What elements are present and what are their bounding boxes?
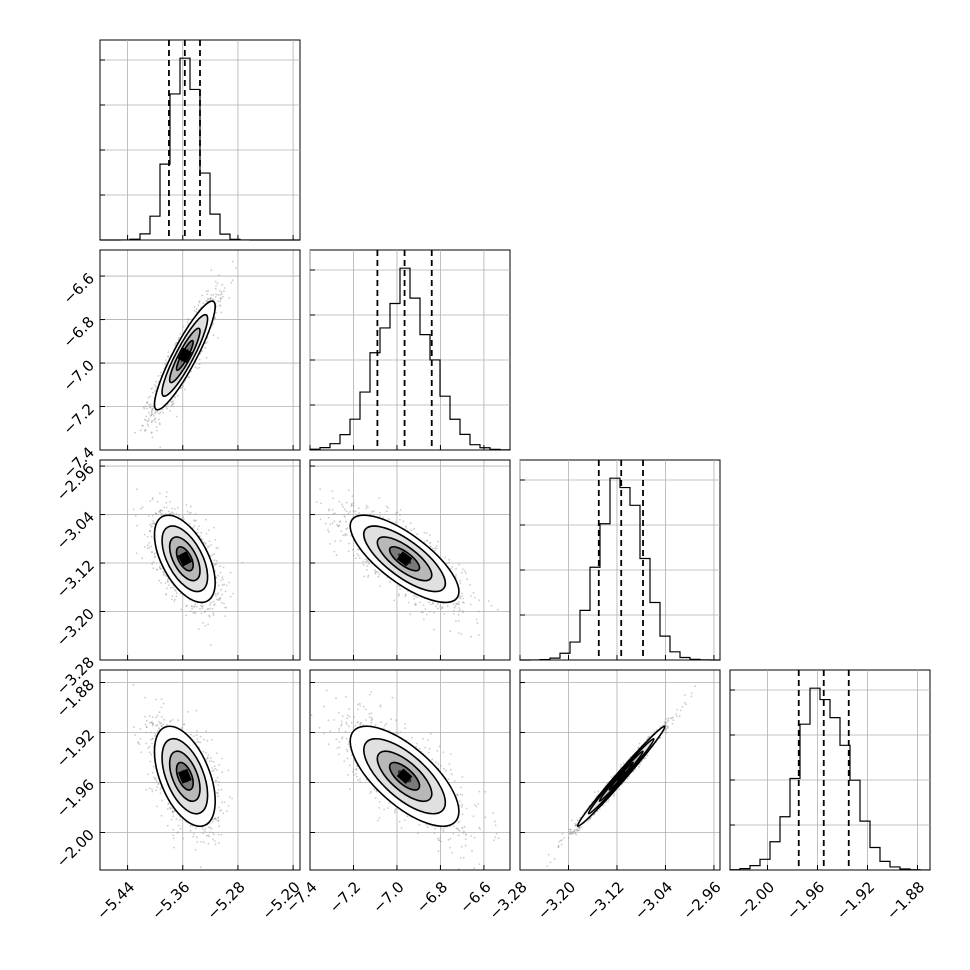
y-tick-label: −2.00 bbox=[53, 826, 98, 871]
histogram-step bbox=[100, 57, 300, 241]
y-tick-label: −3.20 bbox=[53, 605, 98, 650]
panel-frame bbox=[99, 249, 301, 451]
x-tick-label: −5.36 bbox=[148, 878, 193, 923]
density bbox=[546, 685, 696, 867]
y-tick-label: −7.0 bbox=[60, 356, 98, 394]
density bbox=[132, 488, 244, 646]
panel-frame bbox=[519, 669, 721, 871]
density bbox=[310, 689, 500, 870]
y-tick-label: −6.8 bbox=[60, 313, 98, 351]
density-peak bbox=[177, 347, 193, 364]
x-tick-label: −7.2 bbox=[326, 878, 364, 916]
panel-frame bbox=[309, 669, 511, 871]
histogram-panel-0 bbox=[99, 39, 301, 241]
histogram-panel-1 bbox=[309, 249, 511, 451]
histogram-panel-3 bbox=[729, 669, 931, 871]
x-tick-label: −3.12 bbox=[582, 878, 627, 923]
panel-frame bbox=[309, 459, 511, 661]
density-peak bbox=[177, 768, 192, 784]
y-tick-label: −1.96 bbox=[53, 776, 98, 821]
y-tick-label: −3.04 bbox=[53, 508, 98, 553]
histogram-step bbox=[729, 687, 931, 871]
histogram-step bbox=[519, 477, 721, 661]
x-tick-label: −6.8 bbox=[413, 878, 451, 916]
x-tick-label: −2.00 bbox=[733, 878, 778, 923]
x-tick-label: −3.28 bbox=[486, 878, 531, 923]
scatter-panel-1-0 bbox=[99, 249, 301, 451]
density-peak bbox=[396, 768, 413, 784]
y-tick-label: −7.2 bbox=[60, 400, 98, 438]
scatter-panel-3-0 bbox=[99, 669, 301, 871]
y-tick-label: −1.92 bbox=[53, 726, 98, 771]
histogram-panel-2 bbox=[519, 459, 721, 661]
x-tick-label: −5.28 bbox=[203, 878, 248, 923]
x-tick-label: −7.0 bbox=[369, 878, 407, 916]
x-tick-label: −2.96 bbox=[679, 878, 724, 923]
x-tick-label: −1.92 bbox=[833, 878, 878, 923]
y-tick-label: −6.6 bbox=[60, 269, 98, 307]
x-tick-label: −1.96 bbox=[783, 878, 828, 923]
panel-frame bbox=[99, 669, 301, 871]
density bbox=[310, 488, 499, 638]
x-tick-label: −3.04 bbox=[631, 878, 676, 923]
panel-frame bbox=[729, 669, 931, 871]
y-tick-label: −3.12 bbox=[53, 556, 98, 601]
scatter-panel-2-0 bbox=[99, 459, 301, 661]
panel-frame bbox=[99, 459, 301, 661]
scatter-panel-3-1 bbox=[309, 669, 511, 871]
density bbox=[134, 260, 237, 449]
scatter-panel-2-1 bbox=[309, 459, 511, 661]
x-tick-label: −5.44 bbox=[93, 878, 138, 923]
histogram-step bbox=[309, 267, 511, 451]
density-peak bbox=[177, 551, 193, 567]
x-tick-label: −3.20 bbox=[534, 878, 579, 923]
x-tick-label: −1.88 bbox=[883, 878, 928, 923]
density-peak bbox=[396, 551, 413, 567]
density bbox=[132, 683, 234, 869]
panel-frame bbox=[519, 459, 721, 661]
density-peak bbox=[613, 768, 629, 785]
scatter-panel-3-2 bbox=[519, 669, 721, 871]
